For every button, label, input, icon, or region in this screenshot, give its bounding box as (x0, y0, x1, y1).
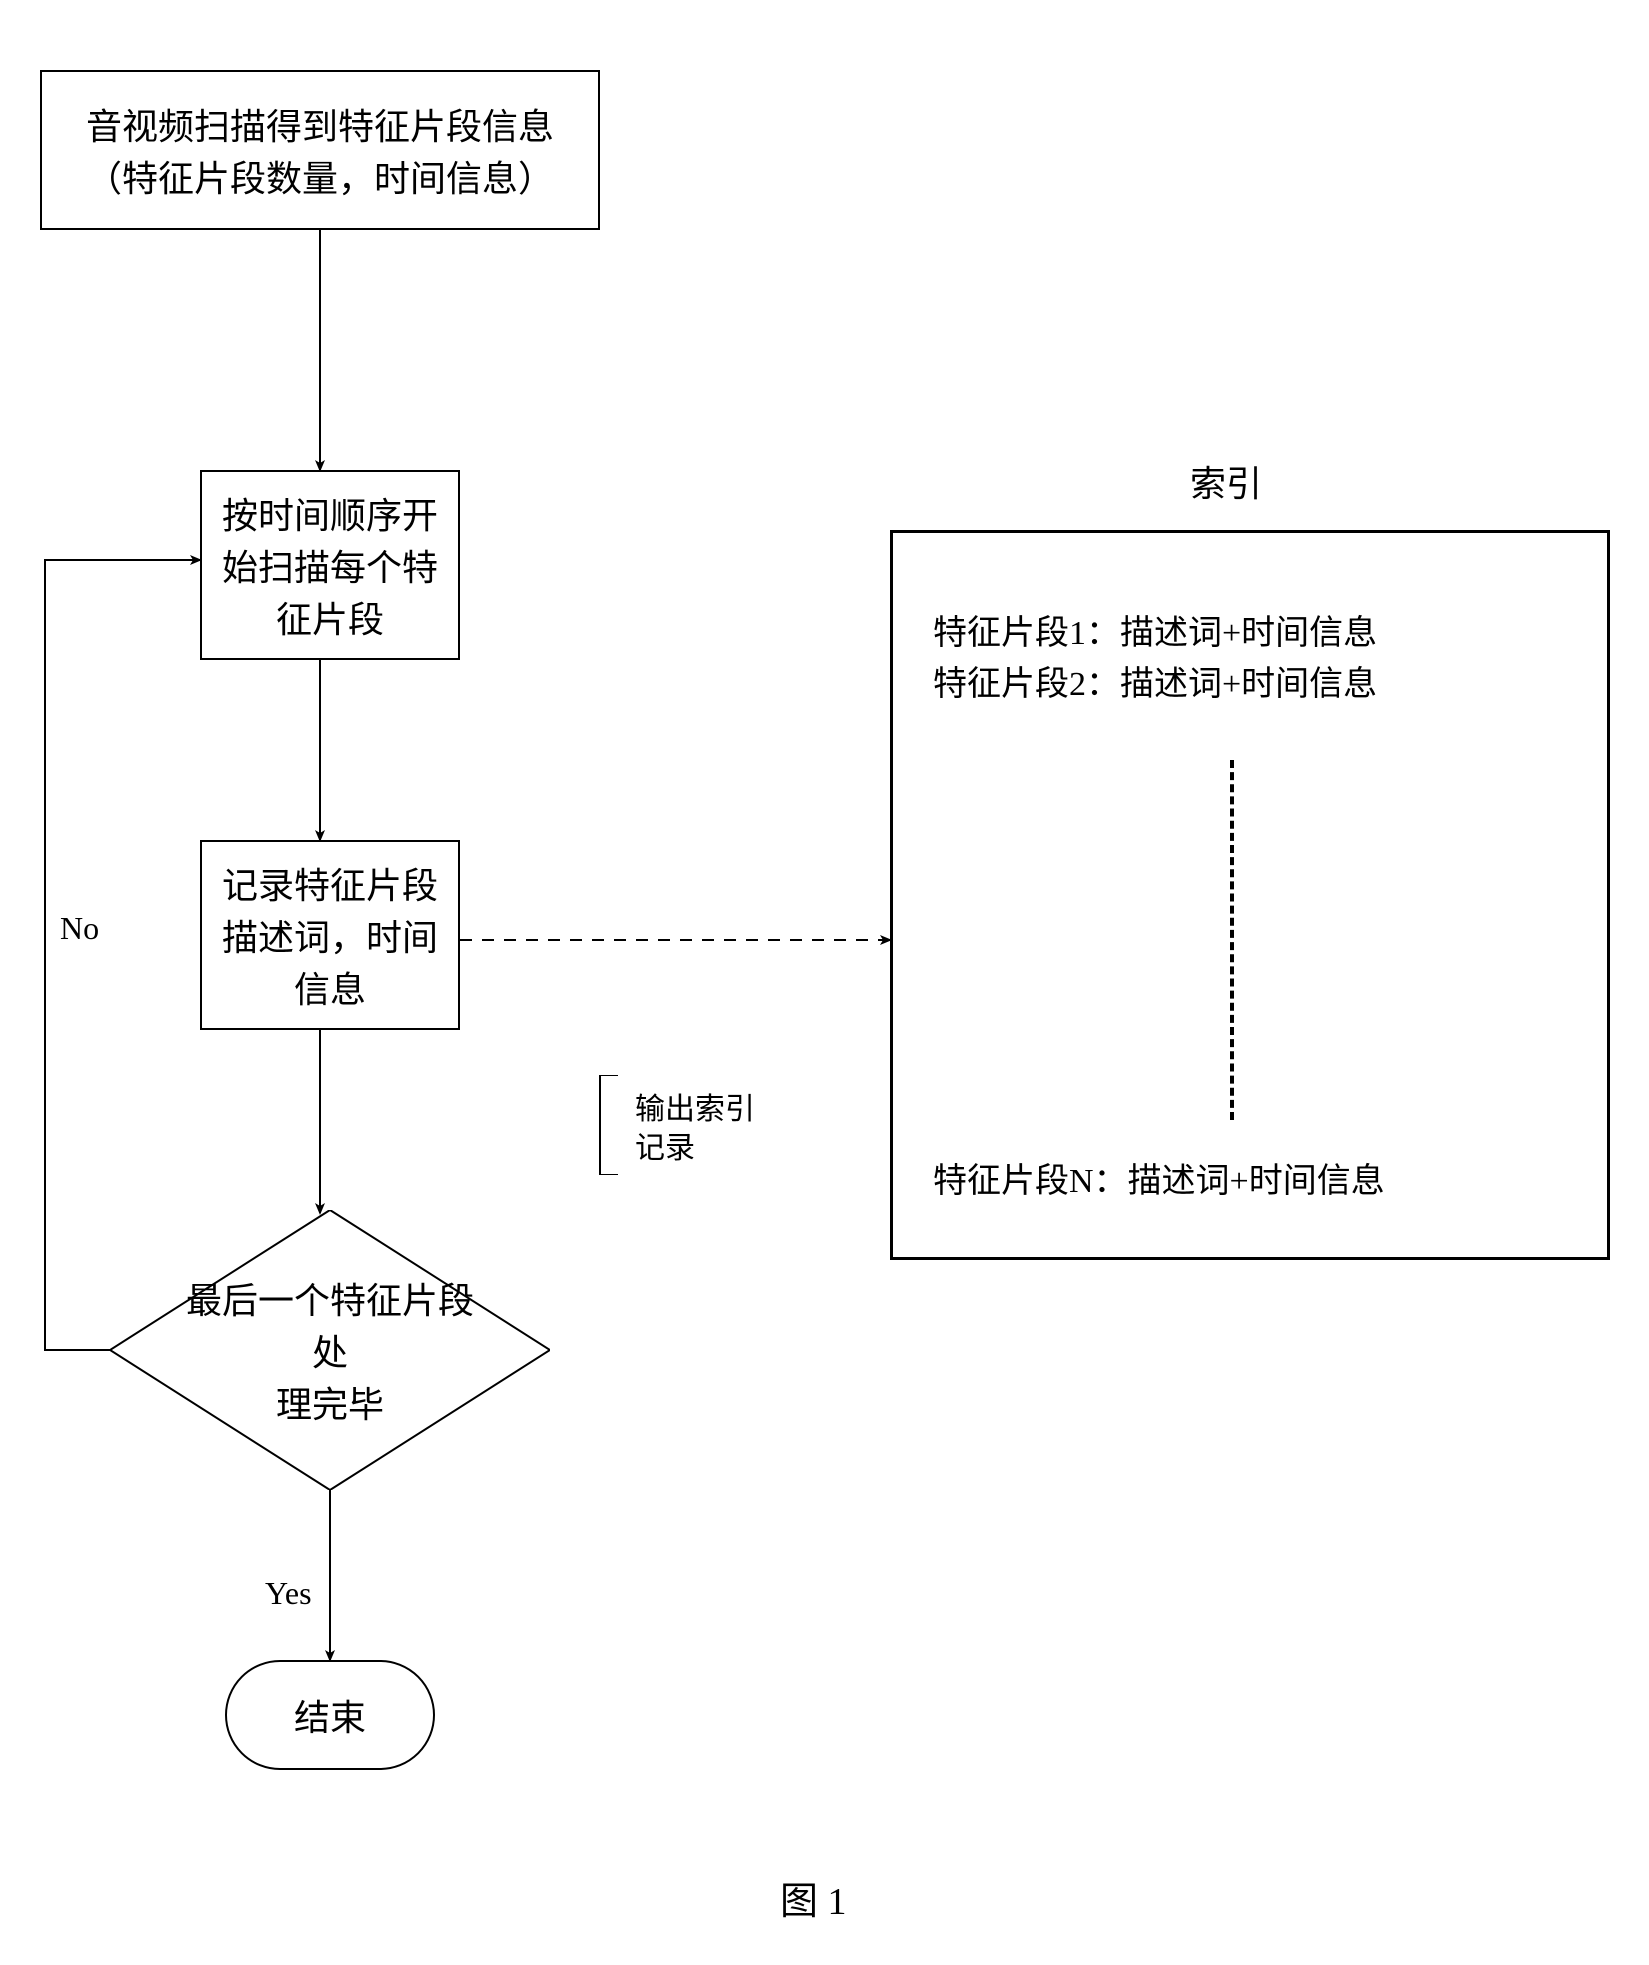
record-text-3: 信息 (222, 961, 438, 1013)
output-label-2: 记录 (635, 1129, 755, 1168)
scan-text-2: 始扫描每个特 (222, 539, 438, 591)
decision-text-1: 最后一个特征片段处 (170, 1272, 490, 1376)
edge-label-yes: Yes (265, 1575, 312, 1612)
output-bracket (590, 1075, 620, 1175)
process-start: 音视频扫描得到特征片段信息 （特征片段数量，时间信息） (40, 70, 600, 230)
record-text-2: 描述词，时间 (222, 909, 438, 961)
output-index-label: 输出索引 记录 (635, 1090, 755, 1168)
end-text: 结束 (294, 1689, 366, 1741)
index-entry-2: 特征片段2：描述词+时间信息 (933, 659, 1377, 710)
index-entry-1-label: 特征片段1： (933, 615, 1120, 652)
index-title: 索引 (1190, 455, 1262, 507)
index-box: 特征片段1：描述词+时间信息 特征片段2：描述词+时间信息 特征片段N：描述词+… (890, 530, 1610, 1260)
start-text-2: （特征片段数量，时间信息） (86, 150, 554, 202)
figure-caption: 图 1 (780, 1870, 847, 1925)
index-entry-2-value: 描述词+时间信息 (1120, 666, 1377, 703)
index-entry-n-value: 描述词+时间信息 (1128, 1163, 1385, 1200)
index-entry-n-label: 特征片段N： (933, 1163, 1128, 1200)
index-entry-1: 特征片段1：描述词+时间信息 (933, 608, 1377, 659)
process-record: 记录特征片段 描述词，时间 信息 (200, 840, 460, 1030)
scan-text-3: 征片段 (222, 591, 438, 643)
terminator-end: 结束 (225, 1660, 435, 1770)
record-text-1: 记录特征片段 (222, 857, 438, 909)
decision-text-2: 理完毕 (170, 1376, 490, 1428)
index-ellipsis-dash (1230, 760, 1234, 1120)
scan-text-1: 按时间顺序开 (222, 487, 438, 539)
output-label-1: 输出索引 (635, 1090, 755, 1129)
start-text-1: 音视频扫描得到特征片段信息 (86, 98, 554, 150)
index-entry-2-label: 特征片段2： (933, 666, 1120, 703)
index-entry-1-value: 描述词+时间信息 (1120, 615, 1377, 652)
index-entry-n: 特征片段N：描述词+时间信息 (933, 1153, 1385, 1202)
process-scan: 按时间顺序开 始扫描每个特 征片段 (200, 470, 460, 660)
edge-label-no: No (60, 910, 99, 947)
decision-last-segment: 最后一个特征片段处 理完毕 (110, 1210, 550, 1490)
